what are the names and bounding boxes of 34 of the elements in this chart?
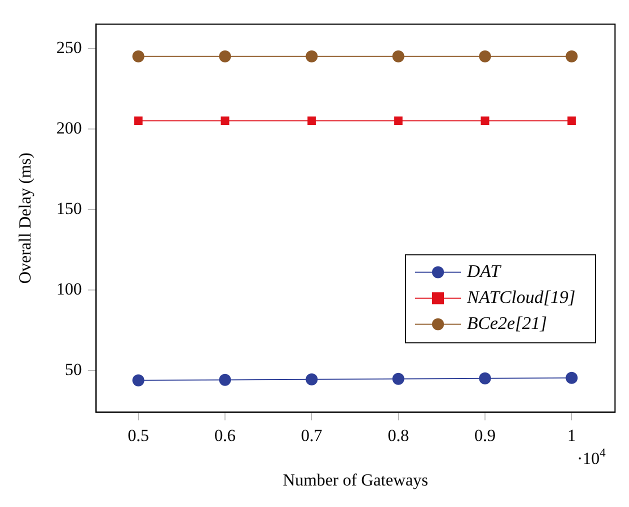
point xyxy=(479,50,492,62)
x-tick-label: 0.7 xyxy=(301,426,323,445)
point xyxy=(220,116,230,126)
point xyxy=(134,116,143,126)
y-tick-label: 150 xyxy=(56,198,82,218)
x-tick-label: 0.5 xyxy=(128,426,149,445)
point xyxy=(132,374,144,386)
point xyxy=(219,50,232,62)
point xyxy=(132,50,144,62)
point xyxy=(392,372,404,385)
y-tick-label: 50 xyxy=(64,360,82,379)
legend-label: DAT xyxy=(466,260,502,281)
point xyxy=(392,50,404,62)
x-tick-label: 0.6 xyxy=(214,426,236,445)
point xyxy=(566,372,578,384)
point xyxy=(306,373,318,386)
y-axis-title: Overall Delay (ms) xyxy=(16,152,35,284)
y-tick-label: 100 xyxy=(56,279,82,298)
legend-label: BCe2e[21] xyxy=(467,312,547,333)
point xyxy=(394,116,403,126)
x-tick-label: 1 xyxy=(567,426,576,445)
point xyxy=(566,50,578,62)
x-tick-label: 0.8 xyxy=(388,426,409,445)
y-tick-label: 200 xyxy=(56,118,82,138)
point xyxy=(306,50,318,62)
y-tick-label: 250 xyxy=(56,38,82,57)
x-axis-title: Number of Gateways xyxy=(282,470,428,490)
point xyxy=(307,116,316,126)
point xyxy=(479,372,492,384)
x-tick-label: 0.9 xyxy=(474,426,496,445)
point xyxy=(219,374,232,386)
point xyxy=(567,116,576,126)
point xyxy=(480,116,490,126)
legend-label: NATCloud[19] xyxy=(466,286,576,307)
